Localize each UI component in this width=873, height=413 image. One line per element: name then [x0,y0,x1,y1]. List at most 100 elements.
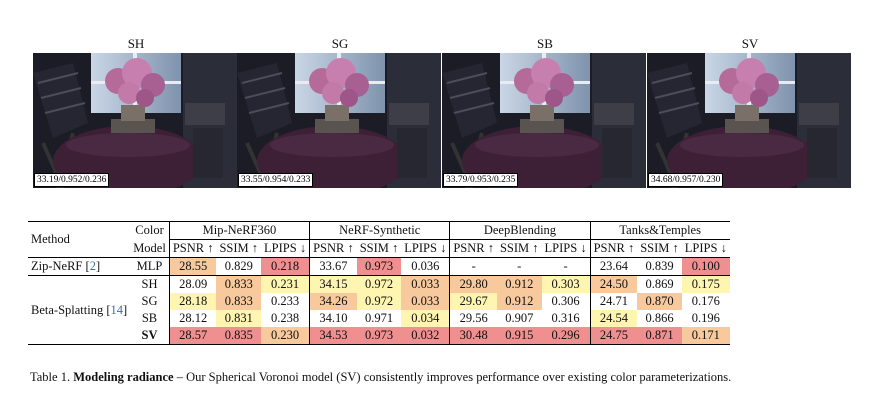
value-cell: 0.316 [551,311,580,325]
value-cell: 28.55 [168,257,217,276]
table-row: SB 28.12 0.831 0.238 34.10 0.971 0.034 29.56 0.9… [28,310,730,327]
metrics-overlay: 33.55/0.954/0.233 [238,173,314,187]
value-cell: 0.835 [216,327,262,345]
render-image: 33.79/0.953/0.235 [442,53,646,188]
value-cell: 0.176 [691,294,720,308]
color-header-line1: Color [135,223,164,238]
value-cell: 34.26 [309,293,357,310]
method-name: Zip-NeRF [31,259,83,273]
value-cell: 0.839 [645,259,674,273]
value-cell: 0.033 [401,293,450,310]
value-cell: 24.71 [589,293,638,310]
dataset-header: DeepBlending [449,221,591,240]
value-cell: 0.303 [541,275,591,293]
value-cell: 0.231 [261,275,310,293]
value-cell: 24.50 [589,275,638,293]
metric-header: SSIM ↑ [640,241,679,255]
color-model-cell: SV [141,328,158,342]
value-cell: 0.036 [411,259,440,273]
value-cell: 0.869 [645,277,674,291]
flower-scene-illustration [647,53,851,188]
metric-header: PSNR ↑ [168,239,217,258]
metric-header: PSNR ↑ [309,239,357,258]
dataset-header: Tanks&Temples [589,221,730,240]
value-cell: 0.871 [637,327,682,345]
value-cell: 0.972 [356,293,402,310]
value-cell: 0.912 [496,293,542,310]
value-cell: 29.67 [449,293,497,310]
metrics-overlay: 34.68/0.957/0.230 [648,173,724,187]
value-cell: 0.218 [261,257,310,276]
value-cell: 0.233 [271,294,300,308]
value-cell: 28.57 [168,327,217,345]
value-cell: 0.907 [505,311,534,325]
flower-scene-illustration [33,53,237,188]
citation-link[interactable]: 14 [110,302,124,317]
value-cell: 0.915 [496,327,542,345]
color-model-cell: MLP [136,259,163,273]
citation-link[interactable]: 2 [89,259,96,273]
metric-header: SSIM ↑ [219,241,259,255]
value-cell: 29.80 [449,275,497,293]
value-cell: 0.973 [356,327,402,345]
value-cell: 0.971 [364,311,394,325]
value-cell: 0.866 [645,311,674,325]
value-cell: 0.033 [401,275,450,293]
value-cell: 34.53 [309,327,357,345]
value-cell: 0.238 [271,311,300,325]
results-table: Method Color Mip-NeRF360 NeRF-Synthetic … [28,221,730,345]
panel-label: SV [741,36,759,51]
value-cell: - [449,257,497,276]
value-cell: 34.10 [309,310,357,327]
header-row-2: Model PSNR ↑ SSIM ↑ LPIPS ↓ PSNR ↑ SSIM ↑ LPI… [28,239,730,258]
metric-header: LPIPS ↓ [404,241,447,255]
panel-label: SH [127,36,145,51]
render-image: 34.68/0.957/0.230 [647,53,851,188]
flower-scene-illustration [442,53,646,188]
metrics-overlay: 33.19/0.952/0.236 [34,173,110,187]
panel-label: SB [537,36,553,51]
value-cell: 0.833 [216,275,262,293]
table-caption: Table 1. Modeling radiance – Our Spheric… [30,370,731,385]
dataset-header: NeRF-Synthetic [309,221,450,240]
flower-scene-illustration [237,53,441,188]
metric-header: LPIPS ↓ [544,241,587,255]
value-cell: 28.09 [168,275,217,293]
caption-label: Table 1. [30,370,71,384]
method-header: Method [31,232,70,246]
color-model-cell: SH [141,277,158,291]
metric-header: SSIM ↑ [499,241,539,255]
render-image: 33.55/0.954/0.233 [237,53,441,188]
value-cell: 0.296 [541,327,591,345]
value-cell: 34.15 [309,275,357,293]
value-cell: 0.034 [401,310,450,327]
render-image: 33.19/0.952/0.236 [33,53,237,188]
value-cell: 0.912 [496,275,542,293]
value-cell: 33.67 [309,257,357,276]
metric-header: SSIM ↑ [359,241,399,255]
value-cell: 0.870 [637,293,682,310]
value-cell: 0.973 [356,257,402,276]
value-cell: 0.833 [216,293,262,310]
value-cell: 0.175 [681,275,730,293]
metrics-overlay: 33.79/0.953/0.235 [443,173,519,187]
value-cell: 0.306 [551,294,580,308]
value-cell: 0.230 [261,327,310,345]
value-cell: 24.54 [589,310,638,327]
value-cell: 23.64 [589,257,638,276]
value-cell: 30.48 [449,327,497,345]
method-name: Beta-Splatting [31,302,104,317]
table-row: Zip-NeRF [2] MLP 28.55 0.829 0.218 33.67 0.973… [28,257,730,276]
metric-header: PSNR ↑ [449,239,497,258]
table-row: SV 28.57 0.835 0.230 34.53 0.973 0.032 30.48 0.9… [28,327,730,345]
caption-title: Modeling radiance [73,370,174,384]
table-row: Beta-Splatting [14] SH 28.09 0.833 0.231 34.1… [28,275,730,317]
color-header-line2: Model [133,240,166,255]
value-cell: 0.196 [691,311,720,325]
caption-text: – Our Spherical Voronoi model (SV) consi… [173,370,732,384]
color-model-cell: SG [141,294,158,308]
value-cell: 28.12 [168,310,217,327]
table-row: SG 28.18 0.833 0.233 34.26 0.972 0.033 29.67 0.9… [28,293,730,310]
value-cell: 28.18 [168,293,217,310]
value-cell: 29.56 [449,310,497,327]
